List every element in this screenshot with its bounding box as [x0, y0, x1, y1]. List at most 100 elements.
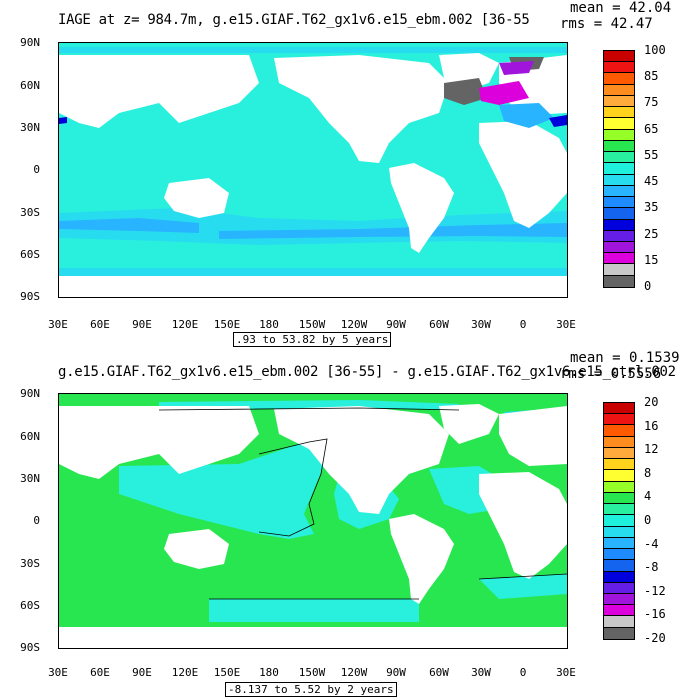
- panel-2-map: [58, 393, 568, 649]
- panel-1-lat-label: 0: [33, 163, 40, 176]
- arctic-strip: [59, 47, 567, 53]
- panel-2-lon-label: 0: [519, 666, 527, 679]
- panel-2-lat-label: 90S: [20, 641, 40, 654]
- panel-1-lat-label: 30N: [20, 121, 40, 134]
- colorbar-swatch: [604, 549, 634, 561]
- panel-2-colorbar: [603, 402, 635, 640]
- australia: [164, 529, 229, 569]
- panel-1-colorbar: [603, 50, 635, 288]
- south-america: [389, 514, 454, 604]
- colorbar-swatch: [604, 51, 634, 63]
- colorbar-label: 65: [644, 121, 659, 136]
- natl-blue: [499, 103, 554, 128]
- antarctica: [59, 627, 567, 648]
- panel-1-lon-label: 120E: [171, 318, 199, 331]
- colorbar-swatch: [604, 526, 634, 538]
- colorbar-swatch: [604, 73, 634, 85]
- panel-1-lon-label: 30E: [556, 318, 576, 331]
- panel-2-lon-label: 30W: [471, 666, 491, 679]
- colorbar-swatch: [604, 447, 634, 460]
- panel-2-range-box: -8.137 to 5.52 by 2 years: [225, 682, 397, 697]
- panel-1-lat-label: 60N: [20, 79, 40, 92]
- colorbar-swatch: [604, 436, 634, 448]
- colorbar-label: 20: [644, 395, 659, 409]
- panel-2-lon-label: 120W: [340, 666, 368, 679]
- panel-2-lon-label: 90E: [132, 666, 152, 679]
- colorbar-swatch: [604, 403, 634, 415]
- eurasia: [499, 406, 567, 466]
- colorbar-swatch: [604, 459, 634, 471]
- panel-1-map-svg: [59, 43, 567, 297]
- panel-2-lon-label: 60W: [429, 666, 449, 679]
- panel-2-lat-label: 60S: [20, 599, 40, 612]
- panel-1-lat-label: 90N: [20, 36, 40, 49]
- colorbar-swatch: [604, 253, 634, 265]
- colorbar-label: -20: [644, 631, 666, 645]
- colorbar-swatch: [604, 504, 634, 516]
- panel-1-lon-label: 180: [259, 318, 279, 331]
- colorbar-swatch: [604, 627, 634, 639]
- panel-1-lon-label: 150E: [213, 318, 241, 331]
- africa: [479, 121, 567, 228]
- colorbar-swatch: [604, 174, 634, 186]
- antarctic-edge: [59, 268, 567, 276]
- colorbar-label: 15: [644, 252, 659, 267]
- panel-1-lat-label: 60S: [20, 248, 40, 261]
- panel-2-lon-label: 120E: [171, 666, 199, 679]
- panel-1-lon-label: 120W: [340, 318, 368, 331]
- nordic-magenta: [499, 61, 534, 75]
- panel-1-range-box: .93 to 53.82 by 5 years: [233, 332, 392, 347]
- contour-line: [158, 407, 460, 411]
- panel-2-lat-label: 90N: [20, 387, 40, 400]
- north-america: [274, 55, 449, 163]
- colorbar-swatch: [604, 264, 634, 276]
- colorbar-swatch: [604, 197, 634, 209]
- australia: [164, 178, 229, 218]
- panel-2-lon-label: 60E: [90, 666, 110, 679]
- panel-2-lat-label: 30N: [20, 472, 40, 485]
- colorbar-label: 45: [644, 174, 659, 189]
- colorbar-swatch: [604, 219, 634, 231]
- panel-1-lon-label: 60E: [90, 318, 110, 331]
- colorbar-label: -16: [644, 607, 666, 622]
- antarctica: [59, 276, 567, 297]
- colorbar-label: 0: [644, 279, 652, 293]
- colorbar-swatch: [604, 537, 634, 550]
- pac-blue: [59, 117, 67, 124]
- panel-2-lon-label: 30E: [556, 666, 576, 679]
- colorbar-swatch: [604, 593, 634, 606]
- southern-deep-band-2: [219, 223, 567, 239]
- panel-1-lon-label: 0: [519, 318, 527, 331]
- colorbar-label: 12: [644, 442, 659, 457]
- panel-1-lon-label: 30W: [471, 318, 491, 331]
- colorbar-swatch: [604, 129, 634, 141]
- colorbar-swatch: [604, 582, 634, 594]
- colorbar-label: 8: [644, 465, 652, 480]
- colorbar-swatch: [604, 275, 634, 287]
- panel-1-mean: mean = 42.04: [570, 0, 672, 16]
- colorbar-swatch: [604, 481, 634, 493]
- colorbar-swatch: [604, 107, 634, 119]
- colorbar-swatch: [604, 62, 634, 74]
- colorbar-label: -8: [644, 560, 659, 575]
- panel-2-lon-label: 150E: [213, 666, 241, 679]
- colorbar-swatch: [604, 140, 634, 153]
- contour-line: [258, 438, 328, 537]
- colorbar-label: 25: [644, 226, 659, 241]
- greenland: [439, 404, 499, 444]
- colorbar-label: 100: [644, 43, 666, 57]
- colorbar-swatch: [604, 492, 634, 505]
- panel-1-rms: rms = 42.47: [560, 16, 653, 32]
- panel-2-lon-label: 150W: [298, 666, 326, 679]
- colorbar-label: -12: [644, 583, 666, 598]
- south-pac-cyan: [209, 599, 419, 622]
- panel-2-lon-label: 30E: [48, 666, 68, 679]
- panel-1-lon-label: 90E: [132, 318, 152, 331]
- colorbar-swatch: [604, 84, 634, 96]
- colorbar-label: 16: [644, 418, 659, 433]
- colorbar-swatch: [604, 414, 634, 426]
- panel-2-lat-label: 60N: [20, 430, 40, 443]
- colorbar-swatch: [604, 470, 634, 482]
- north-america: [274, 406, 449, 514]
- panel-1-lat-label: 30S: [20, 206, 40, 219]
